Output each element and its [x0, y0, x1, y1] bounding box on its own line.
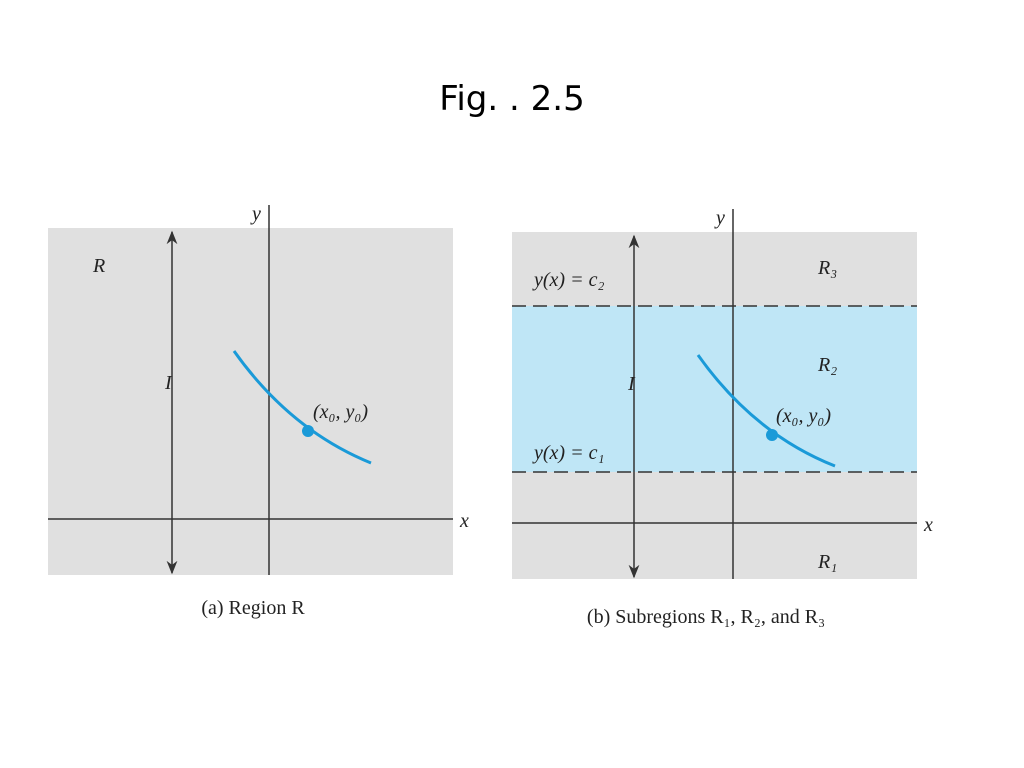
solution-curve: [232, 350, 372, 465]
region-background: [48, 228, 453, 575]
region-label: R₂: [817, 354, 837, 376]
panel-a: y x R I (x₀, y₀) (a) Region R: [48, 203, 469, 619]
lower-line-label: y(x) = c₁: [532, 442, 604, 464]
point-label: (x₀, y₀): [313, 401, 368, 423]
middle-band: [512, 306, 917, 472]
solution-curve: [696, 354, 836, 468]
region-label: R₃: [817, 257, 837, 279]
caption: (a) Region R: [201, 597, 305, 619]
caption: (b) Subregions R₁, R₂, and R₃: [587, 606, 825, 628]
upper-line-label: y(x) = c₂: [532, 269, 604, 291]
interval-label: I: [627, 373, 636, 395]
x-axis-label: x: [459, 510, 469, 532]
panel-b: y x I (x₀, y₀) y(x) = c₂ y(x) = c₁ R₃ R₂…: [512, 207, 933, 628]
region-label: R: [92, 255, 105, 277]
y-axis-label: y: [250, 203, 261, 225]
region-label: R₁: [817, 551, 837, 573]
initial-point: [302, 425, 314, 437]
x-axis-label: x: [923, 514, 933, 536]
initial-point: [766, 429, 778, 441]
y-axis-label: y: [714, 207, 725, 229]
interval-label: I: [164, 372, 173, 394]
figure-title: Fig. . 2.5: [439, 79, 584, 119]
point-label: (x₀, y₀): [776, 405, 831, 427]
